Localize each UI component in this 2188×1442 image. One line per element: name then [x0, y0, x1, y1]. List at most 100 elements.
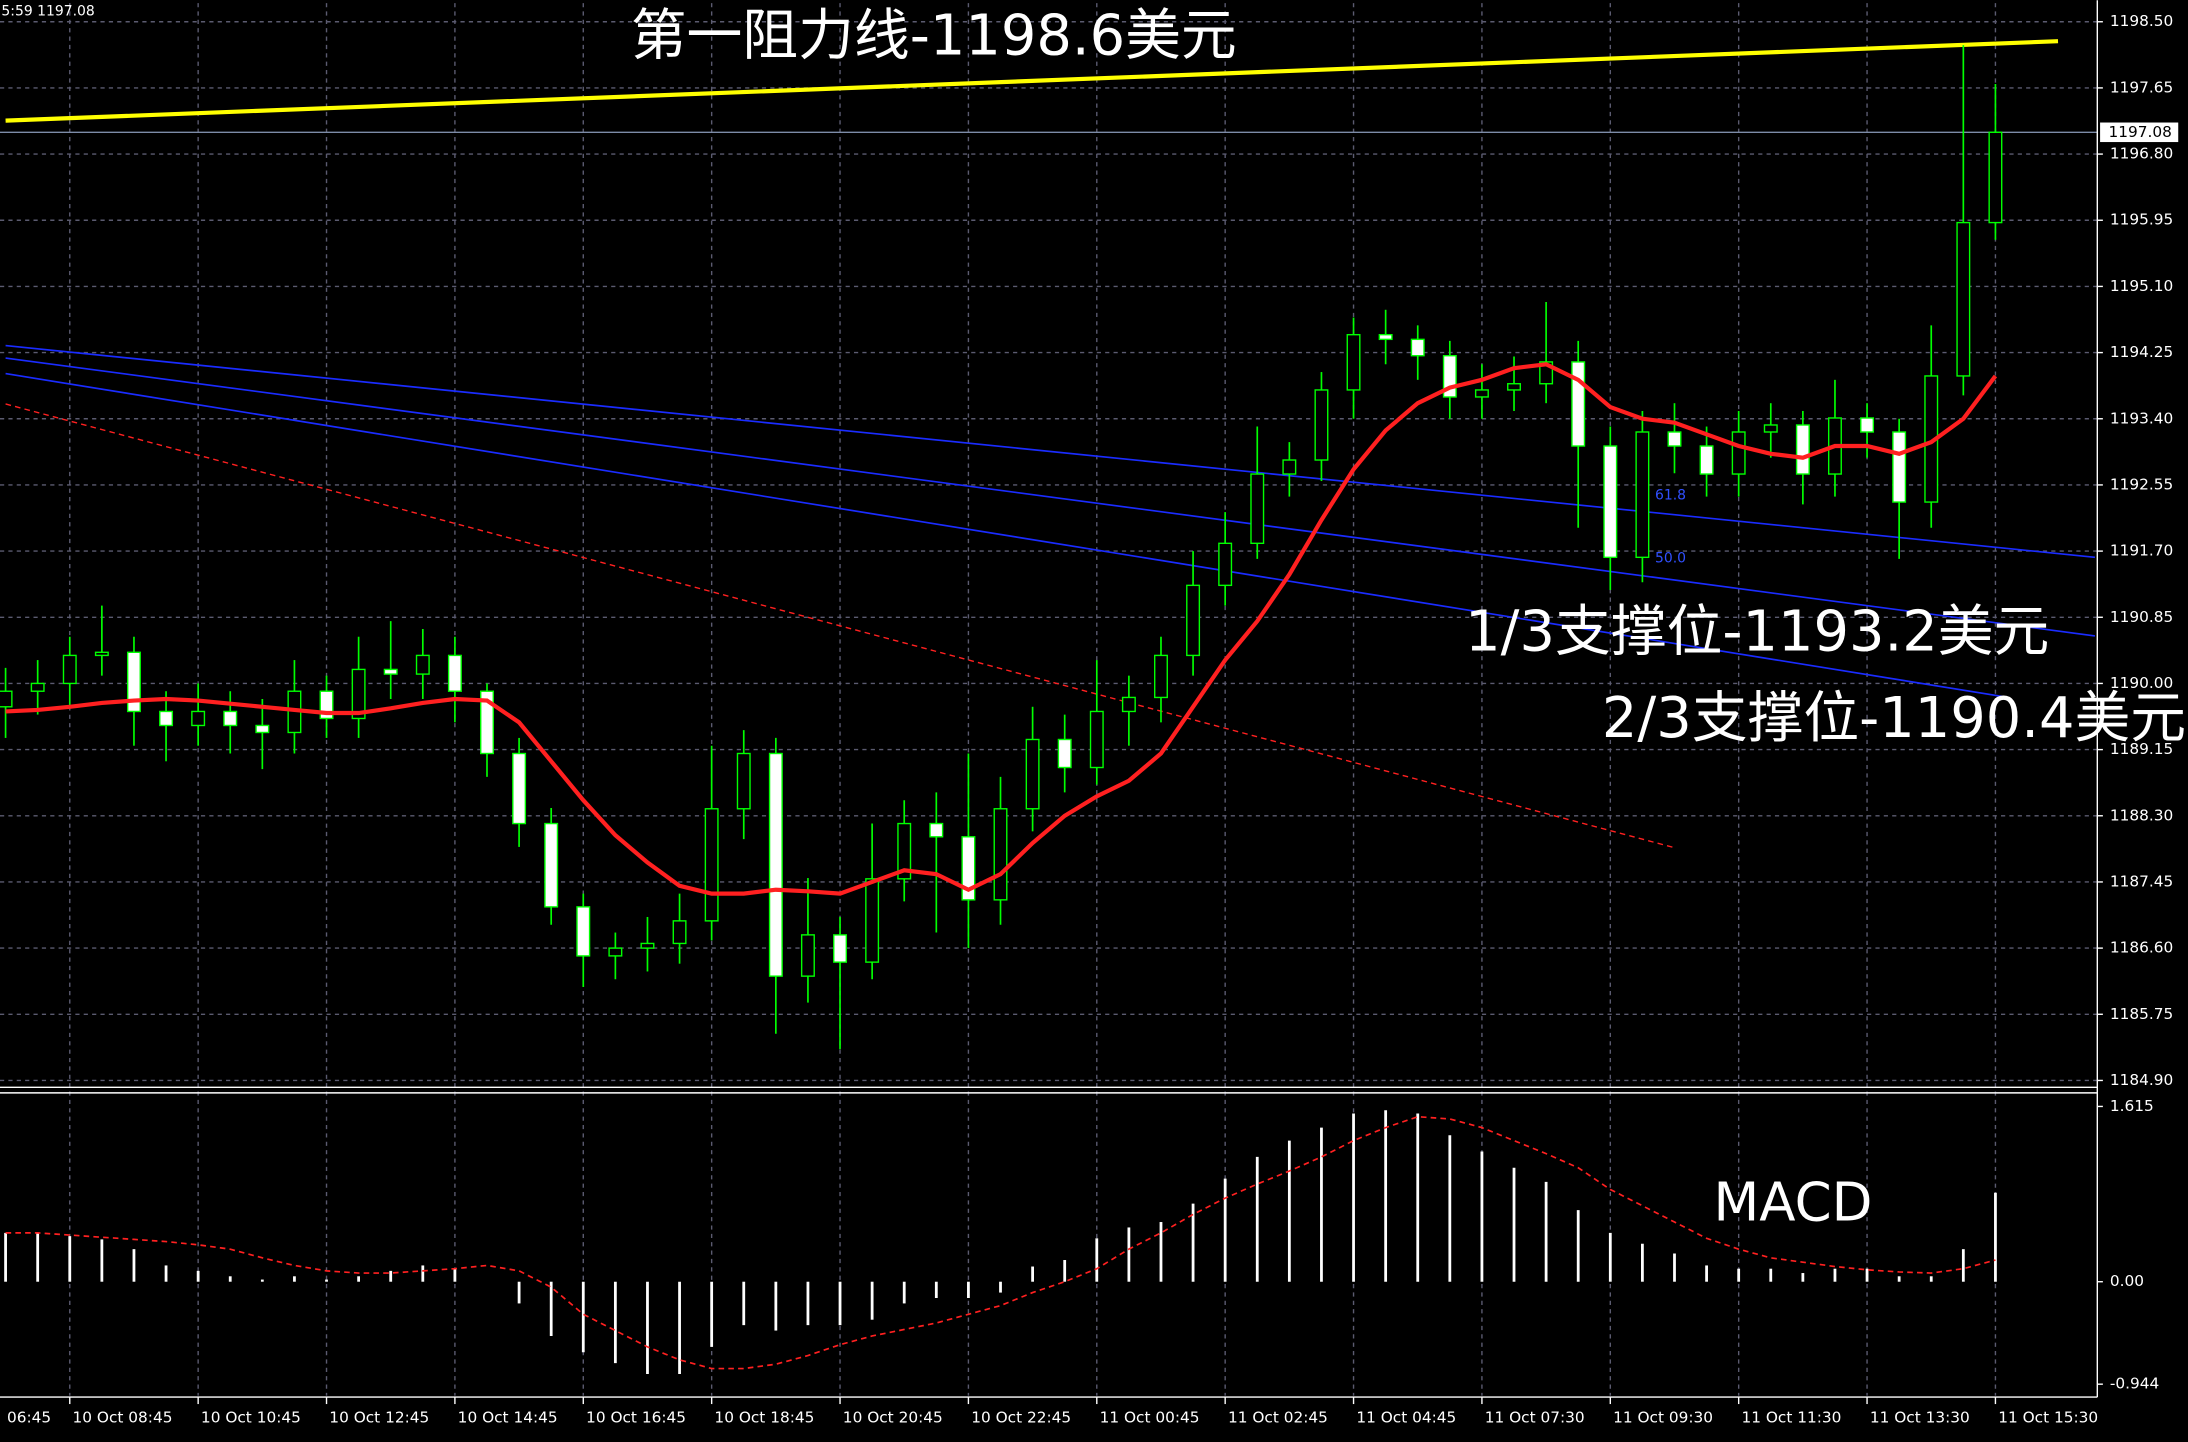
- candle-body: [1635, 431, 1650, 559]
- candle-body: [704, 808, 719, 922]
- labels: 5:59 1197.08 第一阻力线-1198.6美元 1/3支撑位-1193.…: [1, 3, 2186, 1233]
- candle-body: [1218, 542, 1233, 587]
- y2-tick-label: 0.00: [2110, 1272, 2144, 1290]
- candle-body: [1699, 445, 1714, 475]
- candle-body: [800, 934, 815, 977]
- candle-body: [94, 651, 109, 657]
- annotation: 第一阻力线-1198.6美元: [631, 3, 1237, 68]
- x-tick-label: 11 Oct 09:30: [1613, 1409, 1713, 1427]
- candle-body: [159, 710, 174, 727]
- candle-body: [1731, 431, 1746, 475]
- candle-body: [1892, 431, 1907, 503]
- x-tick-label: 10 Oct 08:45: [73, 1409, 173, 1427]
- candle-body: [512, 752, 527, 825]
- y-tick-label: 1190.85: [2110, 608, 2173, 626]
- candle-body: [608, 947, 623, 957]
- candle-body: [1121, 696, 1136, 713]
- candle-body: [383, 668, 398, 675]
- candle-body: [1250, 473, 1265, 545]
- x-tick-label: 11 Oct 02:45: [1228, 1409, 1328, 1427]
- x-tick-label: 11 Oct 00:45: [1100, 1409, 1200, 1427]
- x-tick-label: 10 Oct 16:45: [586, 1409, 686, 1427]
- macd-panel: [4, 1110, 1997, 1374]
- y-tick-label: 1188.30: [2110, 806, 2173, 824]
- y-tick-label: 1198.50: [2110, 12, 2173, 30]
- candle-body: [1795, 424, 1810, 475]
- candle-body: [736, 752, 751, 810]
- candle-body: [1186, 584, 1201, 657]
- moving-average: [5, 362, 1998, 896]
- y-tick-label: 1196.80: [2110, 145, 2173, 163]
- annotation: 2/3支撑位-1190.4美元: [1602, 686, 2186, 751]
- candle-body: [1603, 445, 1618, 559]
- y-tick-label: 1191.70: [2110, 542, 2173, 560]
- candle-body: [447, 654, 462, 692]
- candle-body: [255, 724, 270, 734]
- x-tick-label: 11 Oct 11:30: [1741, 1409, 1841, 1427]
- y-tick-label: 1190.00: [2110, 674, 2173, 692]
- candle-body: [865, 878, 880, 963]
- y-tick-label: 1194.25: [2110, 343, 2173, 361]
- candle-body: [1667, 431, 1682, 447]
- trend-line: [5, 357, 2096, 637]
- candle-body: [897, 822, 912, 880]
- y-tick-label: 1184.90: [2110, 1071, 2173, 1089]
- x-tick-label: 10 Oct 22:45: [971, 1409, 1071, 1427]
- candle-body: [1474, 389, 1489, 398]
- candle-body: [929, 822, 944, 838]
- candle-body: [1988, 131, 2003, 224]
- candle-body: [1507, 383, 1521, 391]
- candle-body: [1571, 361, 1586, 447]
- candle-body: [768, 752, 783, 977]
- y-tick-label: 1197.65: [2110, 78, 2173, 96]
- candle-body: [1410, 338, 1425, 357]
- grid: [0, 3, 2098, 1396]
- x-tick-label: 11 Oct 04:45: [1356, 1409, 1456, 1427]
- candle-body: [223, 710, 238, 727]
- annotation: 1/3支撑位-1193.2美元: [1465, 599, 2049, 664]
- x-tick-label: 10 Oct 14:45: [458, 1409, 558, 1427]
- x-tick-label: 10 Oct 10:45: [201, 1409, 301, 1427]
- trend-line: [5, 344, 2096, 559]
- trend-line: [5, 403, 1675, 849]
- trend-line: [5, 39, 2059, 123]
- fib-label: 50.0: [1655, 550, 1686, 566]
- candle-body: [1089, 710, 1104, 769]
- header: 5:59 1197.08: [1, 3, 94, 19]
- current-price-box: [2100, 122, 2179, 143]
- trend-line: [5, 372, 2009, 699]
- candle-body: [126, 651, 141, 713]
- candle-body: [1057, 738, 1072, 769]
- candle-body: [576, 906, 591, 957]
- x-tick-label: 10 Oct 12:45: [329, 1409, 429, 1427]
- y-tick-label: 1186.60: [2110, 939, 2173, 957]
- candle-body: [415, 654, 430, 675]
- y-tick-label: 1192.55: [2110, 475, 2173, 493]
- y2-tick-label: 1.615: [2110, 1097, 2154, 1115]
- candle-body: [351, 668, 366, 720]
- candle-body: [672, 920, 687, 945]
- y-tick-label: 1195.10: [2110, 277, 2173, 295]
- candle-body: [1860, 417, 1875, 433]
- x-tick-label: 11 Oct 07:30: [1485, 1409, 1585, 1427]
- candle-body: [62, 654, 77, 685]
- y-tick-label: 1195.95: [2110, 211, 2173, 229]
- x-tick-label: 10 Oct 20:45: [843, 1409, 943, 1427]
- candle-body: [961, 836, 976, 901]
- candle-body: [480, 690, 494, 755]
- macd-title: MACD: [1714, 1172, 1873, 1234]
- candle-body: [1346, 333, 1361, 391]
- y-tick-label: 1185.75: [2110, 1005, 2173, 1023]
- candle-body: [993, 808, 1008, 901]
- candle-body: [544, 822, 559, 908]
- candle-body: [30, 682, 45, 692]
- current-price-label: 1197.08: [2108, 123, 2171, 141]
- x-tick-label: 11 Oct 13:30: [1870, 1409, 1970, 1427]
- candle-body: [0, 690, 13, 708]
- y-tick-label: 1189.15: [2110, 740, 2173, 758]
- candle-body: [191, 710, 206, 727]
- x-tick-label: 11 Oct 15:30: [1998, 1409, 2098, 1427]
- x-tick-label: 06:45: [7, 1409, 51, 1427]
